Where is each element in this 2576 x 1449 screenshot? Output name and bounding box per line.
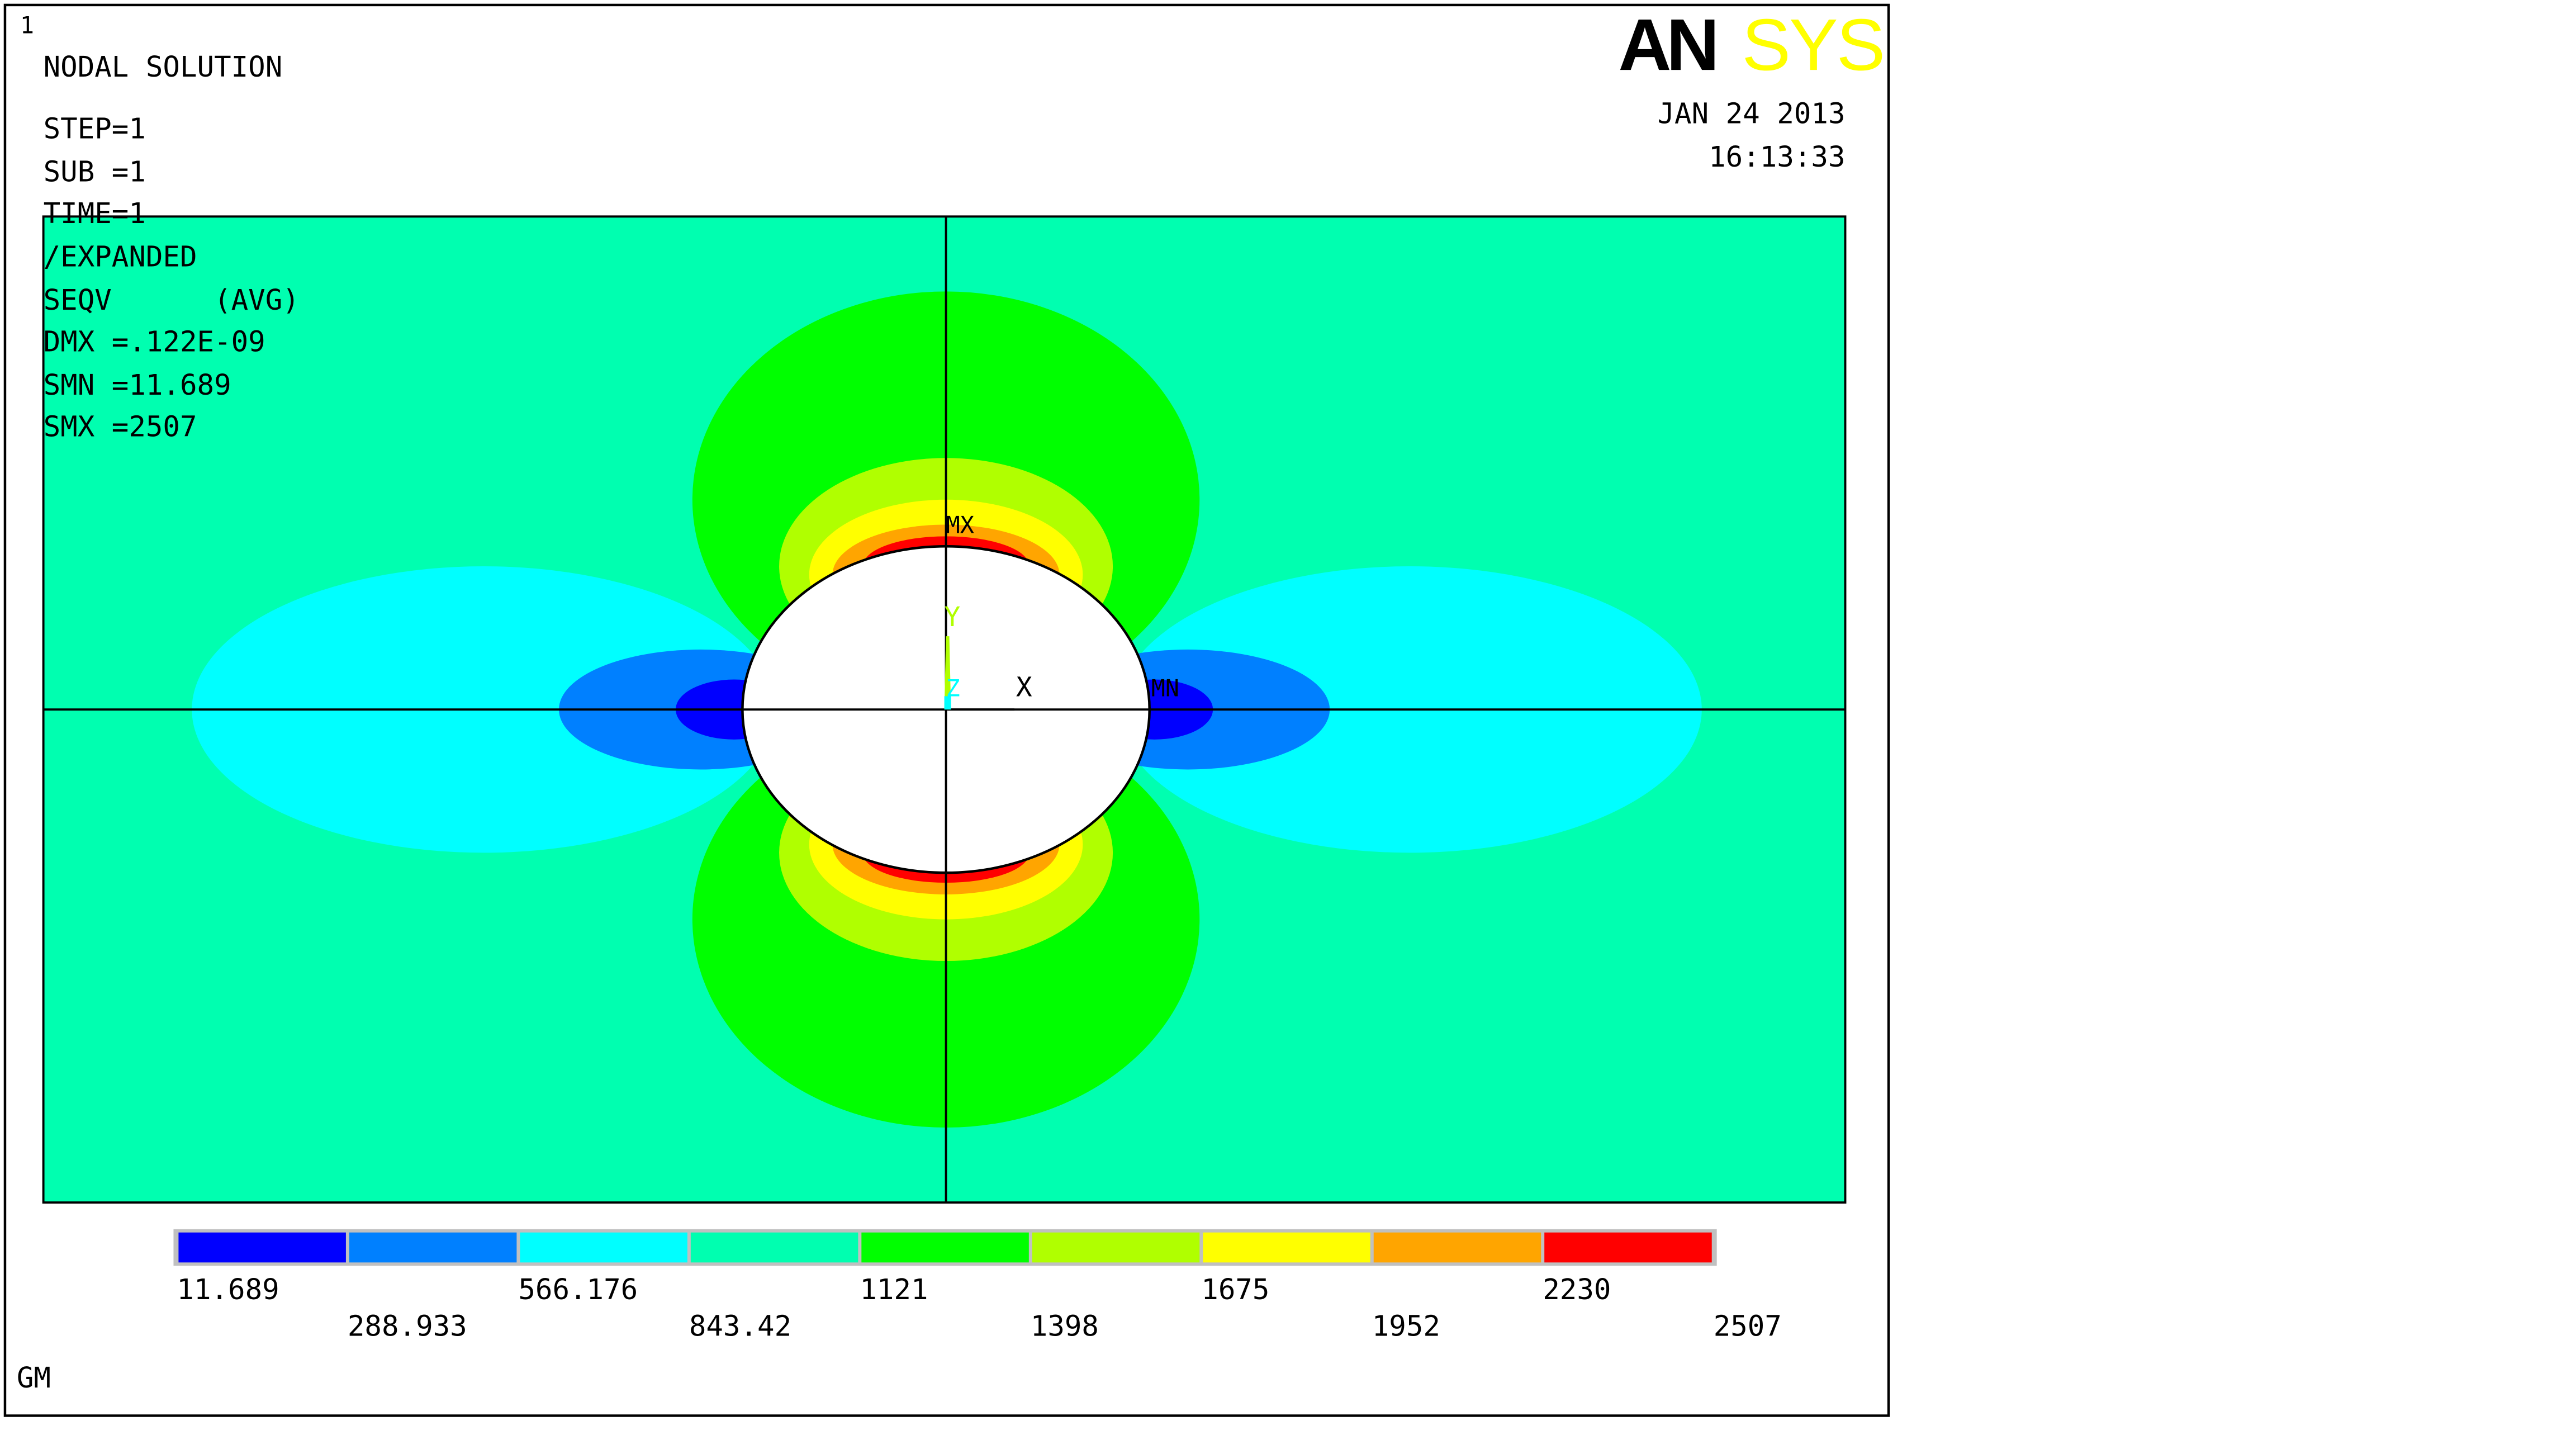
info-smn: SMN =11.689: [44, 368, 231, 401]
plot-domain-border: [42, 215, 1847, 1204]
triad-y-label: Y: [945, 602, 961, 633]
info-sub: SUB =1: [44, 155, 146, 188]
legend-label-top: 1121: [860, 1273, 928, 1306]
triad-z-label: Z: [946, 674, 960, 702]
info-item: SEQV (AVG): [44, 283, 300, 316]
info-smx: SMX =2507: [44, 410, 197, 443]
window-number: 1: [20, 12, 34, 39]
legend-swatch: [1203, 1232, 1370, 1263]
triad-y-axis: [944, 636, 951, 710]
info-step: STEP=1: [44, 112, 146, 145]
legend-swatch: [690, 1232, 858, 1263]
contour-legend: 11.689 566.176 1121 1675 2230 288.933 843.42 13…: [173, 1229, 1782, 1342]
legend-label-top: 566.176: [518, 1273, 638, 1306]
date-text: JAN 24 2013: [1658, 97, 1846, 130]
logo-sys: SYS: [1742, 3, 1884, 86]
info-expanded: /EXPANDED: [44, 240, 197, 273]
footer-label: GM: [17, 1361, 51, 1394]
legend-swatch: [178, 1232, 346, 1263]
max-marker: MX: [946, 511, 974, 538]
legend-label-bottom: 1952: [1372, 1309, 1440, 1342]
min-marker: MN: [1151, 674, 1179, 702]
legend-swatch: [1544, 1232, 1712, 1263]
legend-label-top: 2230: [1543, 1273, 1611, 1306]
triad-x-label: X: [1016, 672, 1032, 703]
info-dmx: DMX =.122E-09: [44, 325, 265, 358]
info-title: NODAL SOLUTION: [44, 50, 283, 83]
legend-label-bottom: 288.933: [348, 1309, 467, 1342]
legend-swatch: [861, 1232, 1029, 1263]
clock-text: 16:13:33: [1709, 140, 1845, 173]
coordinate-triad: X Y Z: [944, 602, 1032, 711]
legend-swatch: [349, 1232, 517, 1263]
legend-swatch: [520, 1232, 687, 1263]
triad-z-axis: [944, 696, 951, 710]
logo-an: AN: [1619, 3, 1715, 86]
info-block: NODAL SOLUTION STEP=1 SUB =1 TIME=1 /EXP…: [44, 50, 300, 443]
legend-label-bottom: 2507: [1714, 1309, 1782, 1342]
legend-swatch: [1032, 1232, 1200, 1263]
contour-plot: [42, 215, 1847, 1204]
info-time: TIME=1: [44, 197, 146, 230]
legend-label-top: 11.689: [177, 1273, 279, 1306]
legend-label-bottom: 843.42: [689, 1309, 791, 1342]
legend-label-top: 1675: [1201, 1273, 1269, 1306]
ansys-logo: AN SYS: [1619, 3, 1886, 86]
legend-swatch: [1373, 1232, 1541, 1263]
legend-label-bottom: 1398: [1031, 1309, 1099, 1342]
